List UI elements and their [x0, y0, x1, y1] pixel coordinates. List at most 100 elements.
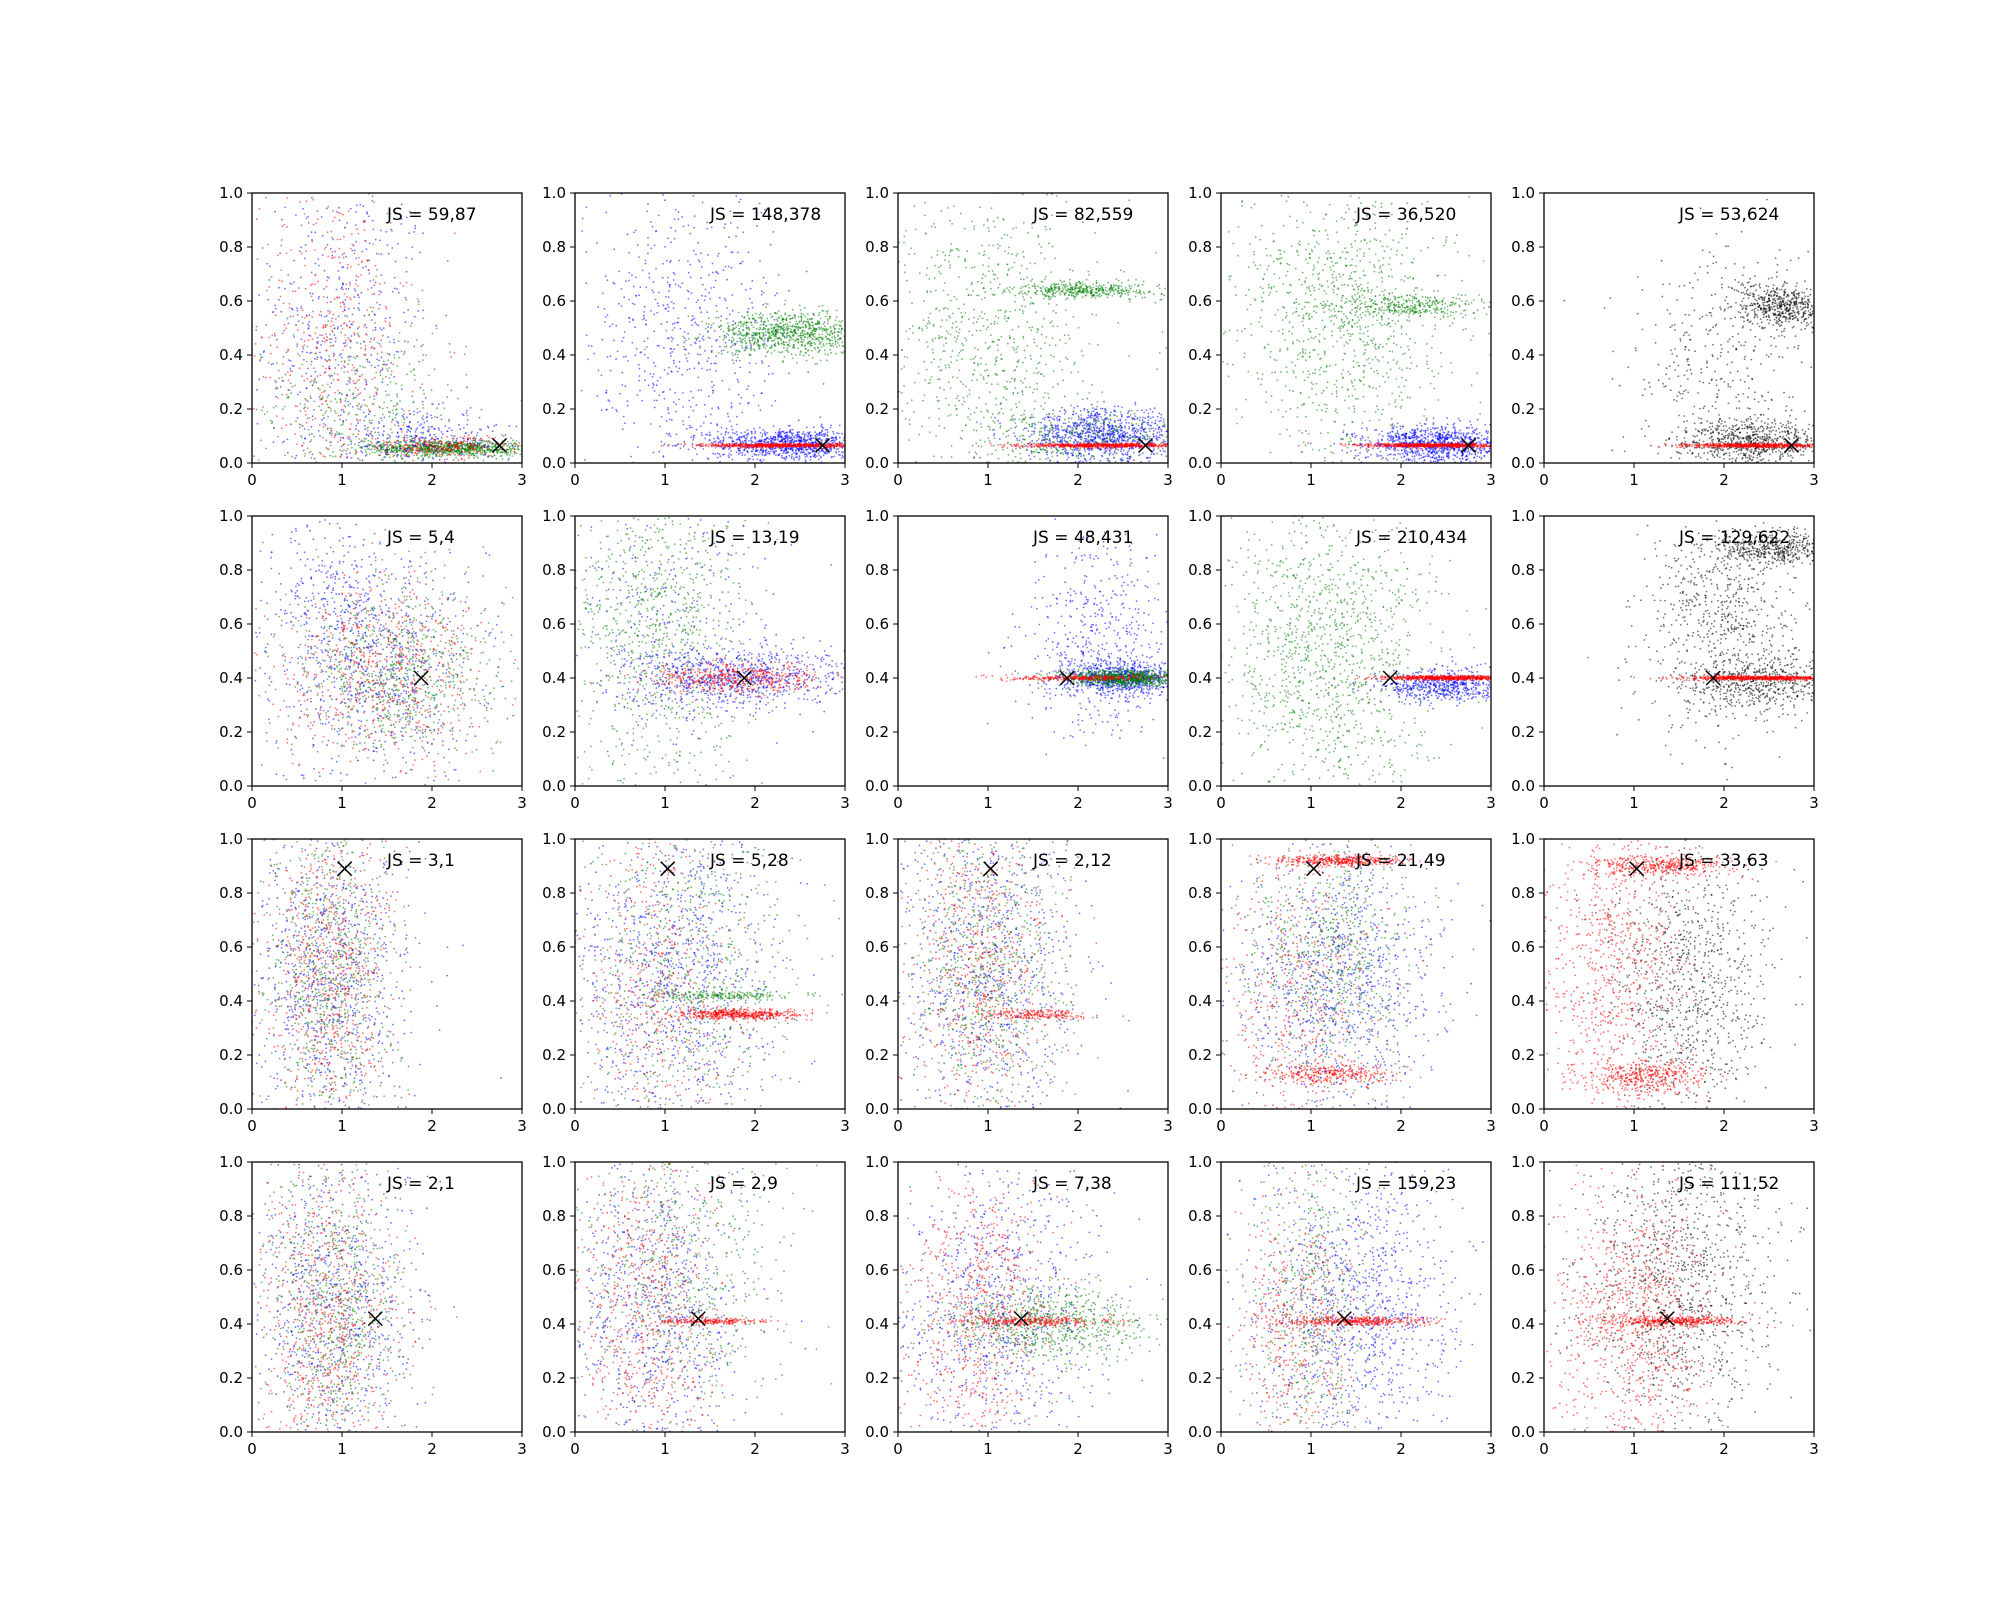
data-point: [381, 368, 384, 371]
data-point: [400, 457, 403, 459]
data-point: [338, 276, 341, 279]
data-point: [765, 282, 768, 285]
data-point: [375, 301, 378, 304]
data-point: [396, 288, 398, 290]
data-point: [823, 452, 826, 454]
data-point: [274, 334, 276, 337]
data-point: [764, 328, 767, 330]
data-point: [815, 455, 818, 457]
data-point: [304, 437, 307, 440]
data-point: [413, 231, 415, 233]
data-point: [354, 443, 356, 446]
data-point: [728, 452, 731, 455]
data-point: [394, 445, 397, 448]
data-point: [732, 320, 735, 323]
y-tick-label: 0.6: [219, 292, 243, 310]
data-point: [678, 367, 681, 370]
data-point: [821, 304, 824, 307]
data-point: [352, 433, 354, 436]
data-point: [430, 451, 432, 454]
data-point: [405, 256, 408, 259]
data-point: [388, 377, 391, 379]
data-point: [323, 337, 325, 340]
data-point: [800, 343, 803, 346]
data-point: [820, 431, 823, 434]
data-point: [652, 451, 655, 454]
data-point: [750, 336, 753, 339]
data-point: [348, 355, 350, 357]
data-point: [458, 448, 461, 450]
data-point: [772, 450, 775, 453]
data-point: [758, 332, 761, 335]
data-point: [315, 381, 318, 384]
data-point: [376, 437, 379, 440]
data-point: [774, 438, 777, 441]
data-point: [378, 454, 381, 457]
data-point: [367, 288, 369, 291]
data-point: [340, 409, 343, 411]
data-point: [703, 403, 706, 406]
data-point: [376, 393, 378, 396]
data-point: [799, 332, 802, 335]
data-point: [324, 389, 326, 392]
data-point: [394, 451, 396, 454]
data-point: [415, 453, 418, 455]
data-point: [341, 349, 344, 351]
data-point: [436, 407, 438, 410]
data-point: [316, 342, 319, 345]
data-point: [818, 450, 821, 453]
data-point: [453, 445, 456, 448]
data-point: [818, 431, 821, 434]
data-point: [677, 218, 680, 221]
data-point: [770, 340, 773, 342]
data-point: [258, 294, 261, 296]
data-point: [410, 370, 413, 373]
data-point: [756, 321, 759, 324]
data-point: [309, 381, 312, 383]
data-point: [740, 436, 742, 439]
data-point: [635, 276, 637, 279]
data-point: [317, 280, 319, 283]
data-point: [337, 379, 340, 381]
data-point: [422, 426, 425, 429]
data-point: [324, 456, 326, 458]
data-point: [753, 318, 756, 321]
data-point: [650, 423, 652, 425]
data-point: [339, 456, 342, 458]
data-point: [675, 365, 678, 368]
data-point: [274, 304, 277, 307]
data-point: [383, 441, 386, 444]
data-point: [809, 317, 812, 320]
data-point: [365, 248, 368, 251]
data-point: [718, 326, 721, 328]
data-point: [343, 360, 346, 362]
data-point: [381, 378, 384, 380]
data-point: [792, 316, 794, 319]
data-point: [671, 351, 674, 353]
data-point: [338, 278, 340, 280]
data-point: [355, 240, 357, 243]
data-point: [624, 385, 627, 388]
data-point: [718, 453, 721, 455]
data-point: [393, 356, 396, 359]
data-point: [746, 459, 749, 462]
data-point: [807, 452, 810, 455]
data-point: [457, 454, 460, 456]
data-point: [720, 319, 722, 322]
data-point: [664, 199, 666, 202]
data-point: [385, 451, 387, 454]
data-point: [750, 437, 752, 440]
data-point: [367, 215, 370, 218]
data-point: [760, 320, 763, 323]
data-point: [311, 453, 314, 456]
data-point: [303, 344, 306, 347]
data-point: [652, 291, 655, 294]
data-point: [757, 404, 760, 407]
data-point: [358, 402, 360, 405]
data-point: [423, 438, 426, 441]
data-point: [301, 309, 304, 312]
data-point: [749, 457, 751, 460]
data-point: [427, 456, 430, 459]
data-point: [700, 294, 703, 297]
data-point: [784, 458, 787, 461]
